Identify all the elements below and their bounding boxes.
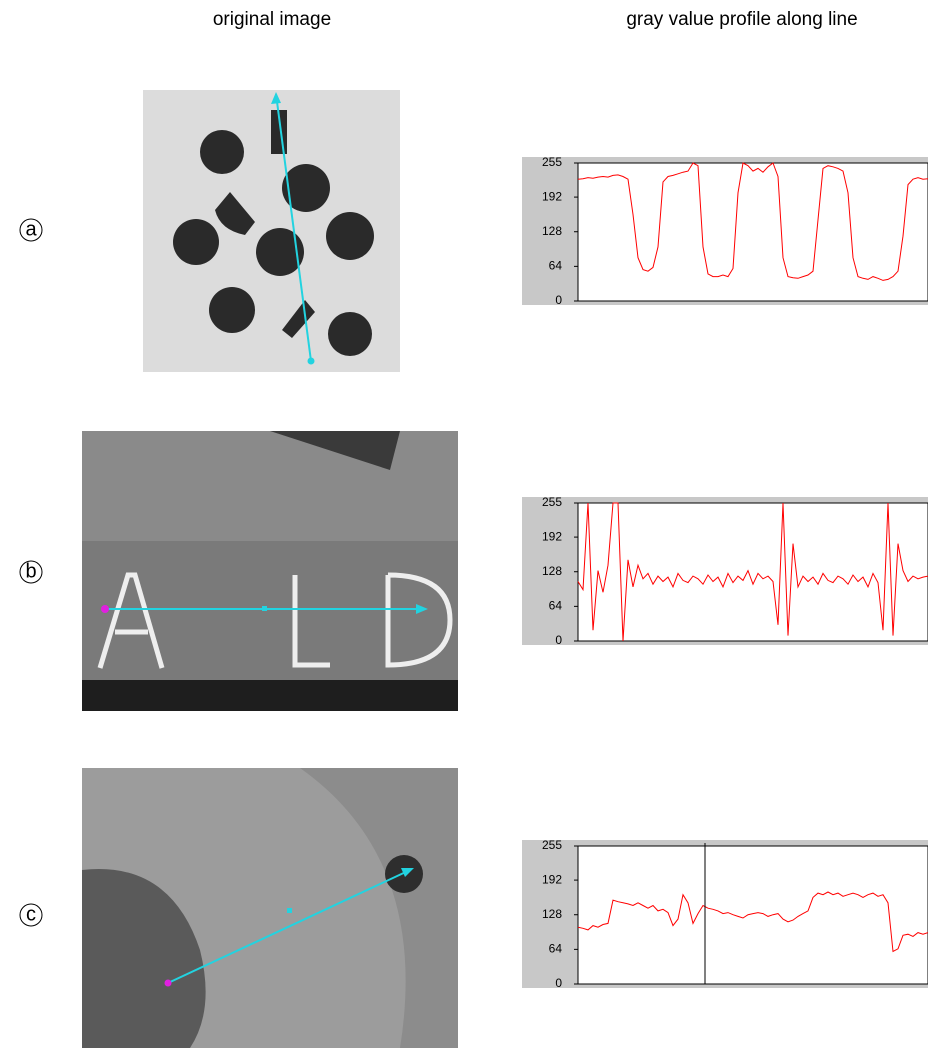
panel-label: a (25, 218, 37, 240)
y-tick-label: 192 (542, 189, 562, 203)
column-header: gray value profile along line (626, 9, 857, 30)
image-c (82, 768, 458, 1048)
y-tick-label: 64 (549, 942, 563, 956)
column-header: original image (213, 9, 331, 30)
y-tick-label: 255 (542, 495, 562, 509)
y-tick-label: 255 (542, 155, 562, 169)
panel-label: c (26, 903, 36, 925)
y-tick-label: 0 (555, 293, 562, 307)
y-tick-label: 128 (542, 907, 562, 921)
y-tick-label: 0 (555, 633, 562, 647)
plot-area (578, 163, 928, 301)
y-tick-label: 0 (555, 976, 562, 990)
y-tick-label: 128 (542, 564, 562, 578)
image-b (82, 431, 458, 711)
y-tick-label: 64 (549, 599, 563, 613)
y-tick-label: 192 (542, 529, 562, 543)
y-tick-label: 64 (549, 259, 563, 273)
image-a (143, 90, 400, 372)
y-tick-label: 192 (542, 872, 562, 886)
plot-area (578, 846, 928, 984)
y-tick-label: 128 (542, 224, 562, 238)
y-tick-label: 255 (542, 838, 562, 852)
panel-label: b (25, 560, 36, 582)
figure: original image gray value profile along … (0, 0, 928, 1048)
